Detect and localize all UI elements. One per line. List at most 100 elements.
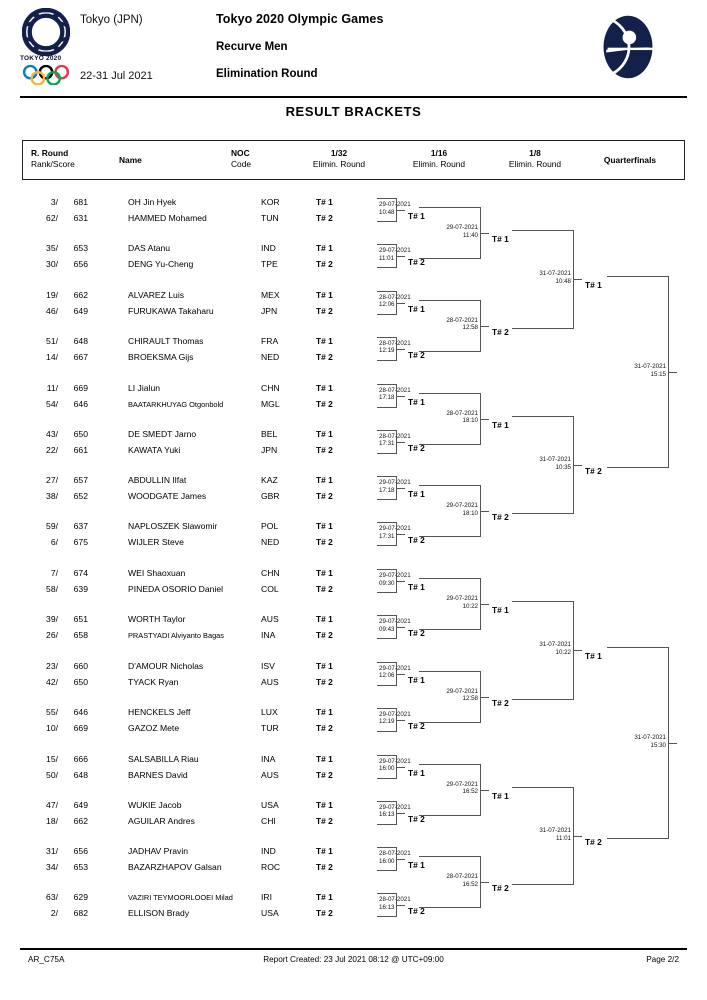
athlete-rank: 6/ bbox=[50, 537, 58, 548]
athlete-row: 23/660 D'AMOUR Nicholas ISV T# 1 bbox=[28, 660, 368, 673]
round32-match-15-time: 16:00 bbox=[379, 857, 395, 865]
page-title: RESULT BRACKETS bbox=[285, 104, 422, 119]
round32-match-7-date: 29-07-2021 bbox=[379, 479, 411, 487]
athlete-score: 681 bbox=[73, 197, 88, 207]
athlete-name: BROEKSMA Gijs bbox=[128, 351, 194, 362]
header-divider bbox=[20, 96, 687, 98]
col-header-noc: NOC Code bbox=[231, 148, 252, 169]
round16-match-2-connector bbox=[481, 325, 489, 327]
athlete-rank: 54/ bbox=[46, 398, 58, 409]
round32-match-7-connector bbox=[397, 488, 405, 490]
athlete-name: AGUILAR Andres bbox=[128, 815, 195, 826]
athlete-target: T# 1 bbox=[316, 614, 333, 625]
round16-match-6-winner-target: T# 2 bbox=[492, 697, 509, 708]
athlete-name: NAPLOSZEK Slawomir bbox=[128, 521, 218, 532]
round32-match-2-time: 11:01 bbox=[379, 254, 395, 262]
round16-match-3-winner-target: T# 1 bbox=[492, 419, 509, 430]
round32-match-4-connector bbox=[397, 348, 405, 350]
athlete-noc: MEX bbox=[261, 289, 280, 300]
quarterfinal-match-1-date: 31-07-2021 bbox=[634, 363, 666, 371]
athlete-target: T# 1 bbox=[316, 660, 333, 671]
athlete-score: 653 bbox=[73, 243, 88, 254]
round32-match-1-date: 29-07-2021 bbox=[379, 201, 411, 208]
athlete-score: 649 bbox=[73, 799, 88, 810]
athlete-rank: 59/ bbox=[46, 521, 58, 532]
athlete-noc: AUS bbox=[261, 676, 279, 687]
athlete-row: 22/661 KAWATA Yuki JPN T# 2 bbox=[28, 444, 368, 457]
round16-match-8-time: 16:52 bbox=[462, 880, 478, 888]
athlete-rank: 3/ bbox=[50, 197, 58, 207]
athlete-rank: 23/ bbox=[46, 660, 58, 671]
athlete-score: 649 bbox=[73, 305, 88, 316]
athlete-noc: AUS bbox=[261, 614, 279, 625]
athlete-name: BAATARKHUYAG Otgonbold bbox=[128, 399, 224, 409]
athlete-row: 55/646 HENCKELS Jeff LUX T# 1 bbox=[28, 706, 368, 719]
athlete-row: 54/646 BAATARKHUYAG Otgonbold MGL T# 2 bbox=[28, 398, 368, 411]
athlete-score: 646 bbox=[73, 398, 88, 409]
round32-match-12-box bbox=[377, 707, 397, 732]
athlete-name: SALSABILLA Riau bbox=[128, 753, 199, 764]
round32-match-16-box bbox=[377, 893, 397, 918]
round32-match-12-winner-target: T# 2 bbox=[408, 720, 425, 731]
athlete-rank: 14/ bbox=[46, 351, 58, 362]
games-title: Tokyo 2020 Olympic Games bbox=[216, 12, 384, 26]
athlete-rank: 46/ bbox=[46, 305, 58, 316]
athlete-noc: INA bbox=[261, 630, 276, 641]
athlete-score: 658 bbox=[73, 630, 88, 641]
athlete-target: T# 2 bbox=[316, 862, 333, 873]
athlete-name: WIJLER Steve bbox=[128, 537, 184, 548]
round8-match-2-winner-target: T# 2 bbox=[585, 465, 602, 476]
athlete-row: 11/669 LI Jialun CHN T# 1 bbox=[28, 382, 368, 395]
round16-match-2-date: 28-07-2021 bbox=[446, 316, 478, 324]
round8-match-3-winner-target: T# 1 bbox=[585, 651, 602, 662]
athlete-rank: 2/ bbox=[50, 908, 58, 919]
round16-match-1-date: 29-07-2021 bbox=[446, 224, 478, 232]
round32-match-10-box bbox=[377, 615, 397, 640]
round32-match-9-date: 29-07-2021 bbox=[379, 572, 411, 579]
athlete-noc: ROC bbox=[261, 862, 281, 873]
round32-match-5-box bbox=[377, 383, 397, 408]
athlete-name: D'AMOUR Nicholas bbox=[128, 660, 204, 671]
athlete-noc: KAZ bbox=[261, 475, 278, 486]
round8-match-1-time: 10:48 bbox=[555, 278, 571, 286]
round16-match-4-winner-target: T# 2 bbox=[492, 512, 509, 523]
athlete-noc: POL bbox=[261, 521, 279, 532]
athlete-score: 629 bbox=[73, 892, 88, 903]
round32-match-9-box bbox=[377, 569, 397, 593]
round8-match-1-winner-target: T# 1 bbox=[585, 280, 602, 291]
athlete-noc: TUR bbox=[261, 722, 279, 733]
athlete-rank: 15/ bbox=[46, 753, 58, 764]
athlete-noc: IND bbox=[261, 846, 276, 857]
round32-match-8-box bbox=[377, 522, 397, 547]
athlete-noc: NED bbox=[261, 537, 280, 548]
round32-match-5-datetime: 28-07-2021 17:18 bbox=[379, 387, 411, 402]
round32-match-13-date: 29-07-2021 bbox=[379, 757, 411, 765]
archery-icon bbox=[603, 15, 653, 79]
athlete-row: 50/648 BARNES David AUS T# 2 bbox=[28, 769, 368, 782]
round32-match-12-time: 12:19 bbox=[379, 718, 395, 726]
athlete-noc: NED bbox=[261, 351, 280, 362]
athlete-rank: 19/ bbox=[46, 289, 58, 300]
col-header-8: 1/8 Elimin. Round bbox=[508, 148, 562, 169]
athlete-target: T# 1 bbox=[316, 475, 333, 486]
athlete-name: ALVAREZ Luis bbox=[128, 289, 185, 300]
footer-divider bbox=[20, 948, 687, 950]
athlete-score: 667 bbox=[73, 351, 88, 362]
round32-match-10-connector bbox=[397, 627, 405, 629]
round32-match-3-winner-target: T# 1 bbox=[408, 303, 425, 314]
round16-match-3-datetime: 28-07-2021 18:10 bbox=[421, 410, 478, 425]
athlete-name: PINEDA OSORIO Daniel bbox=[128, 584, 224, 594]
athlete-noc: USA bbox=[261, 908, 279, 919]
round16-match-4-date: 29-07-2021 bbox=[446, 502, 478, 510]
athlete-score: 656 bbox=[73, 846, 88, 857]
athlete-target: T# 1 bbox=[316, 521, 333, 532]
round8-match-4-date: 31-07-2021 bbox=[539, 826, 571, 834]
athlete-noc: IND bbox=[261, 243, 276, 254]
round32-match-3-box bbox=[377, 290, 397, 315]
round32-match-6-datetime: 28-07-2021 17:31 bbox=[379, 433, 411, 448]
round32-match-15-datetime: 28-07-2021 16:00 bbox=[379, 850, 411, 865]
round8-match-2-time: 10:35 bbox=[555, 463, 571, 471]
round32-match-4-date: 28-07-2021 bbox=[379, 339, 411, 347]
athlete-rank: 51/ bbox=[46, 335, 58, 346]
round32-match-10-winner-target: T# 2 bbox=[408, 628, 425, 639]
